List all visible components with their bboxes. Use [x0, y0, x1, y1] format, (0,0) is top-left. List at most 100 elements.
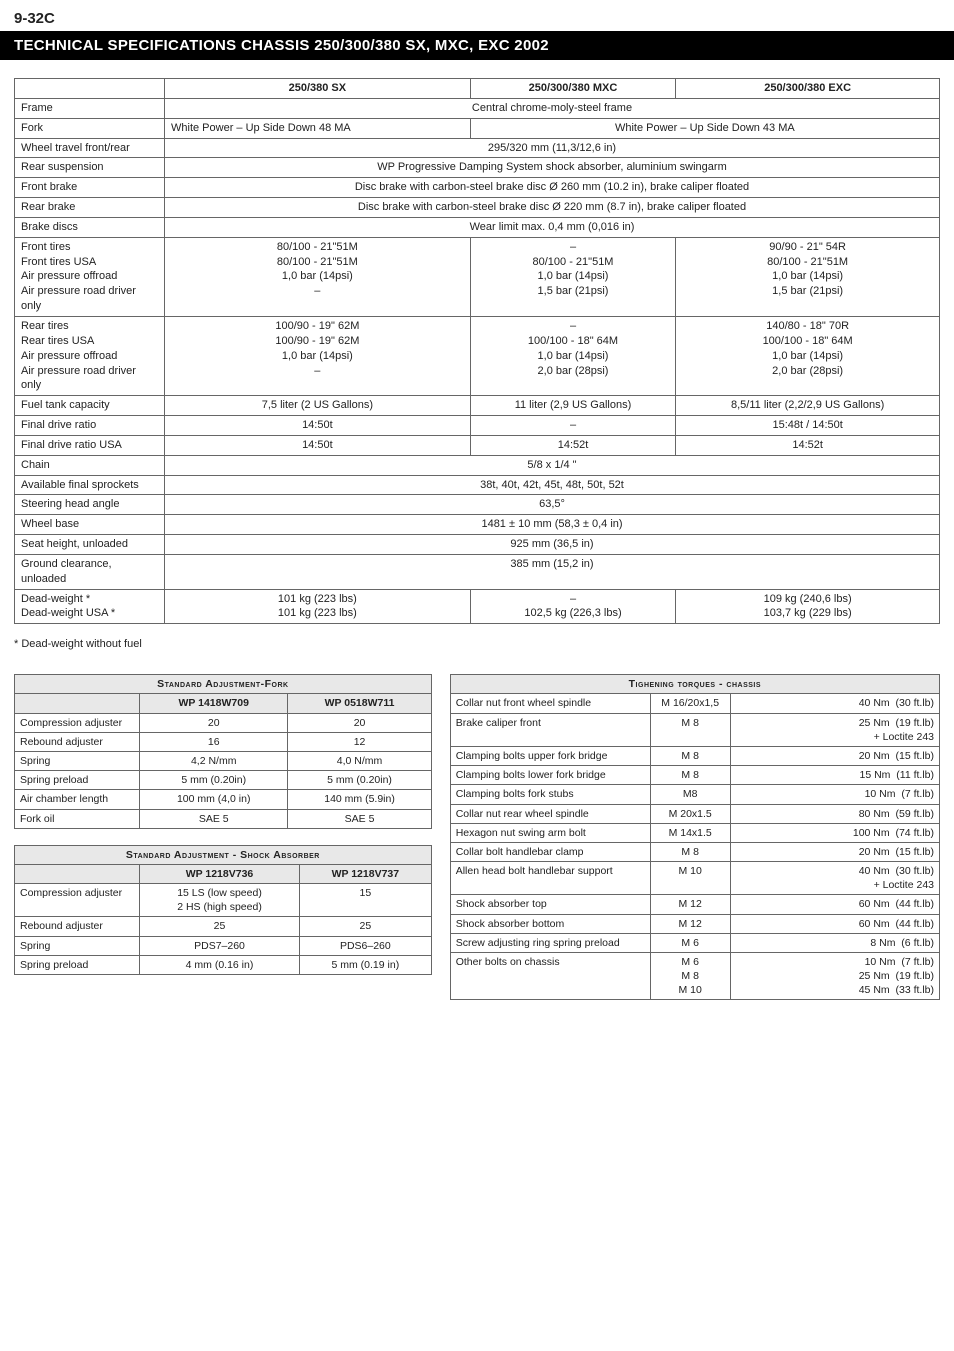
torque-thread: M 8 [650, 747, 730, 766]
torque-value: 80 Nm (59 ft.lb) [730, 804, 939, 823]
cell: 14:52t [470, 435, 676, 455]
cell: 7,5 liter (2 US Gallons) [165, 396, 471, 416]
torque-thread: M 20x1.5 [650, 804, 730, 823]
torque-label: Clamping bolts upper fork bridge [450, 747, 650, 766]
cell: 25 [300, 917, 432, 936]
cell: 5 mm (0.19 in) [300, 955, 432, 974]
cell: – [470, 416, 676, 436]
row-label: Wheel travel front/rear [15, 138, 165, 158]
row-span: Disc brake with carbon-steel brake disc … [165, 178, 940, 198]
torque-thread: M 6 [650, 933, 730, 952]
cell: 4,2 N/mm [140, 752, 288, 771]
cell: SAE 5 [140, 809, 288, 828]
caption: Standard Adjustment - Shock Absorber [15, 845, 432, 864]
row-span: 38t, 40t, 42t, 45t, 48t, 50t, 52t [165, 475, 940, 495]
row-span: Central chrome-moly-steel frame [165, 98, 940, 118]
caption: Standard Adjustment-Fork [15, 675, 432, 694]
cell: Spring preload [15, 955, 140, 974]
row-label: Rear suspension [15, 158, 165, 178]
torque-label: Collar nut front wheel spindle [450, 694, 650, 713]
cell: 15:48t / 14:50t [676, 416, 940, 436]
adjustment-fork-table: Standard Adjustment-Fork WP 1418W709WP 0… [14, 674, 432, 828]
caption: Tighening torques - chassis [450, 675, 939, 694]
torque-value: 10 Nm (7 ft.lb) [730, 785, 939, 804]
cell: Spring [15, 936, 140, 955]
cell: Spring [15, 752, 140, 771]
torque-value: 100 Nm (74 ft.lb) [730, 823, 939, 842]
cell: Compression adjuster [15, 884, 140, 917]
cell: Rebound adjuster [15, 732, 140, 751]
cell: –102,5 kg (226,3 lbs) [470, 589, 676, 624]
row-span: Disc brake with carbon-steel brake disc … [165, 198, 940, 218]
row-span: 63,5° [165, 495, 940, 515]
torque-thread: M 8 [650, 766, 730, 785]
torque-value: 10 Nm (7 ft.lb)25 Nm (19 ft.lb)45 Nm (33… [730, 952, 939, 1000]
cell: 5 mm (0.20in) [288, 771, 431, 790]
cell: 16 [140, 732, 288, 751]
row-span: 925 mm (36,5 in) [165, 535, 940, 555]
torque-label: Brake caliper front [450, 713, 650, 746]
row-label: Available final sprockets [15, 475, 165, 495]
torque-value: 60 Nm (44 ft.lb) [730, 895, 939, 914]
torque-label: Allen head bolt handlebar support [450, 862, 650, 895]
adjustment-shock-table: Standard Adjustment - Shock Absorber WP … [14, 845, 432, 975]
torque-thread: M 6M 8M 10 [650, 952, 730, 1000]
footnote: * Dead-weight without fuel [14, 638, 940, 650]
cell: –100/100 - 18" 64M1,0 bar (14psi)2,0 bar… [470, 316, 676, 395]
torque-thread: M 14x1.5 [650, 823, 730, 842]
col-header: WP 1218V737 [300, 864, 432, 883]
cell: 14:50t [165, 435, 471, 455]
torque-value: 15 Nm (11 ft.lb) [730, 766, 939, 785]
cell: Air chamber length [15, 790, 140, 809]
torque-thread: M 8 [650, 713, 730, 746]
torques-table: Tighening torques - chassis Collar nut f… [450, 674, 940, 1000]
cell: 100 mm (4,0 in) [140, 790, 288, 809]
row-label: Front brake [15, 178, 165, 198]
row-label: Wheel base [15, 515, 165, 535]
row-label: Fork [15, 118, 165, 138]
cell: 109 kg (240,6 lbs)103,7 kg (229 lbs) [676, 589, 940, 624]
torque-thread: M 12 [650, 914, 730, 933]
torque-value: 25 Nm (19 ft.lb)+ Loctite 243 [730, 713, 939, 746]
cell: –80/100 - 21"51M1,0 bar (14psi)1,5 bar (… [470, 237, 676, 316]
cell: 4,0 N/mm [288, 752, 431, 771]
torque-value: 20 Nm (15 ft.lb) [730, 747, 939, 766]
cell: 100/90 - 19" 62M100/90 - 19" 62M1,0 bar … [165, 316, 471, 395]
row-label: Brake discs [15, 217, 165, 237]
cell: 101 kg (223 lbs)101 kg (223 lbs) [165, 589, 471, 624]
cell: 90/90 - 21" 54R80/100 - 21"51M1,0 bar (1… [676, 237, 940, 316]
cell: 25 [140, 917, 300, 936]
col-header [15, 694, 140, 713]
torque-thread: M 16/20x1,5 [650, 694, 730, 713]
cell: 80/100 - 21"51M80/100 - 21"51M1,0 bar (1… [165, 237, 471, 316]
cell: 8,5/11 liter (2,2/2,9 US Gallons) [676, 396, 940, 416]
torque-label: Hexagon nut swing arm bolt [450, 823, 650, 842]
torque-value: 40 Nm (30 ft.lb) [730, 694, 939, 713]
cell: 140 mm (5.9in) [288, 790, 431, 809]
torque-label: Shock absorber top [450, 895, 650, 914]
row-label: Fuel tank capacity [15, 396, 165, 416]
row-label: Chain [15, 455, 165, 475]
row-label: Rear brake [15, 198, 165, 218]
col-header [15, 79, 165, 99]
col-header [15, 864, 140, 883]
torque-label: Screw adjusting ring spring preload [450, 933, 650, 952]
torque-thread: M8 [650, 785, 730, 804]
cell: Fork oil [15, 809, 140, 828]
row-label: Ground clearance, unloaded [15, 554, 165, 589]
cell: 15 [300, 884, 432, 917]
cell: SAE 5 [288, 809, 431, 828]
title-bar: TECHNICAL SPECIFICATIONS CHASSIS 250/300… [0, 31, 954, 60]
torque-thread: M 12 [650, 895, 730, 914]
cell: PDS7–260 [140, 936, 300, 955]
torque-label: Clamping bolts lower fork bridge [450, 766, 650, 785]
torque-label: Collar nut rear wheel spindle [450, 804, 650, 823]
torque-thread: M 8 [650, 842, 730, 861]
col-header: WP 0518W711 [288, 694, 431, 713]
cell: 4 mm (0.16 in) [140, 955, 300, 974]
cell: 11 liter (2,9 US Gallons) [470, 396, 676, 416]
torque-thread: M 10 [650, 862, 730, 895]
cell: 14:50t [165, 416, 471, 436]
row-label: Frame [15, 98, 165, 118]
torque-value: 8 Nm (6 ft.lb) [730, 933, 939, 952]
